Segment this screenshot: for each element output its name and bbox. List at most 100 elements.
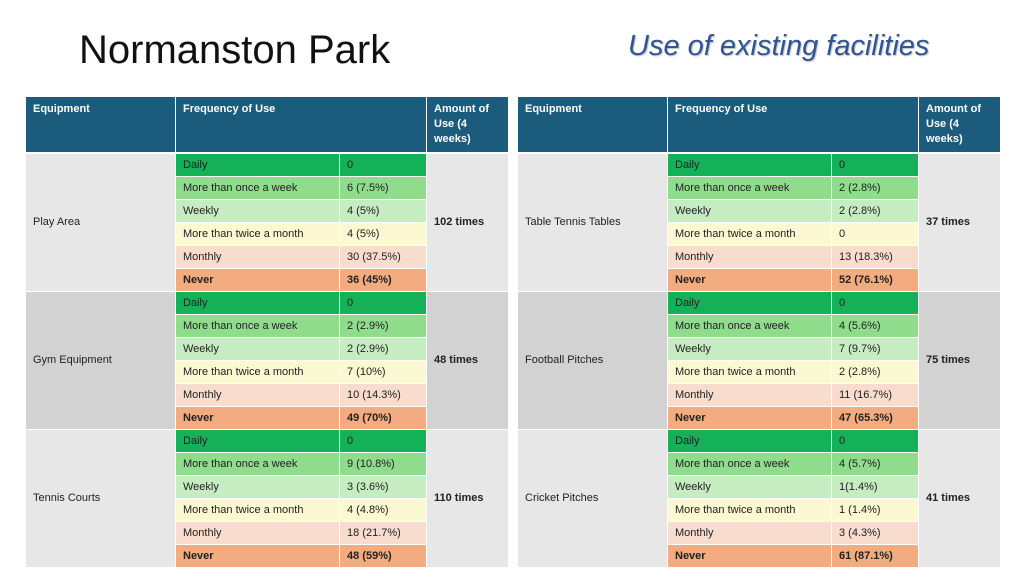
frequency-value: 47 (65.3%) [831, 405, 919, 430]
frequency-label: Daily [667, 428, 832, 453]
frequency-value: 36 (45%) [339, 267, 427, 292]
table-row: More than once a week 2 (2.9%) [26, 313, 509, 338]
frequency-label: More than twice a month [175, 221, 340, 246]
frequency-label: Weekly [175, 336, 340, 361]
frequency-value: 4 (5.6%) [831, 313, 919, 338]
frequency-label: Never [175, 543, 340, 568]
equipment-name: Play Area [25, 152, 176, 292]
table-header-row: Equipment Frequency of Use Amount of Use… [517, 96, 1001, 154]
table-row: Never 49 (70%) [26, 405, 509, 430]
page-title: Normanston Park [79, 28, 391, 72]
frequency-value: 2 (2.9%) [339, 313, 427, 338]
frequency-label: Monthly [175, 382, 340, 407]
table-row: Gym Equipment Daily 0 48 times [25, 290, 509, 430]
frequency-value: 0 [831, 290, 919, 315]
table-row: Never 61 (87.1%) [518, 543, 1001, 568]
frequency-label: More than once a week [175, 451, 340, 476]
frequency-label: Weekly [667, 198, 832, 223]
frequency-label: More than once a week [667, 313, 832, 338]
amount-of-use: 102 times [426, 152, 509, 292]
frequency-label: Never [667, 543, 832, 568]
table-row: Weekly 2 (2.9%) [26, 336, 509, 361]
frequency-value: 7 (9.7%) [831, 336, 919, 361]
frequency-value: 2 (2.8%) [831, 198, 919, 223]
equipment-name: Table Tennis Tables [517, 152, 668, 292]
frequency-label: Weekly [667, 474, 832, 499]
table-row: More than once a week 6 (7.5%) [26, 175, 509, 200]
usage-table-right: Equipment Frequency of Use Amount of Use… [517, 96, 1001, 568]
frequency-label: Never [667, 405, 832, 430]
table-row: Weekly 4 (5%) [26, 198, 509, 223]
frequency-label: Daily [175, 152, 340, 177]
frequency-value: 2 (2.8%) [831, 175, 919, 200]
usage-table-left: Equipment Frequency of Use Amount of Use… [25, 96, 509, 568]
frequency-value: 11 (16.7%) [831, 382, 919, 407]
frequency-value: 7 (10%) [339, 359, 427, 384]
page-subtitle: Use of existing facilities [628, 30, 930, 62]
header-equipment: Equipment [25, 96, 176, 154]
table-row: More than once a week 4 (5.6%) [518, 313, 1001, 338]
header-frequency: Frequency of Use [667, 96, 919, 154]
frequency-label: More than twice a month [667, 221, 832, 246]
frequency-value: 4 (5%) [339, 221, 427, 246]
frequency-value: 0 [339, 152, 427, 177]
frequency-value: 48 (59%) [339, 543, 427, 568]
frequency-value: 30 (37.5%) [339, 244, 427, 269]
frequency-label: Monthly [175, 520, 340, 545]
table-row: Weekly 1(1.4%) [518, 474, 1001, 499]
table-row: Never 48 (59%) [26, 543, 509, 568]
frequency-label: Monthly [667, 244, 832, 269]
frequency-value: 4 (4.8%) [339, 497, 427, 522]
frequency-label: More than twice a month [175, 497, 340, 522]
frequency-value: 4 (5.7%) [831, 451, 919, 476]
frequency-value: 1(1.4%) [831, 474, 919, 499]
frequency-label: Daily [667, 152, 832, 177]
table-row: Never 52 (76.1%) [518, 267, 1001, 292]
table-row: Never 47 (65.3%) [518, 405, 1001, 430]
table-row: Monthly 13 (18.3%) [518, 244, 1001, 269]
table-row: More than twice a month 1 (1.4%) [518, 497, 1001, 522]
frequency-label: Daily [667, 290, 832, 315]
table-row: Monthly 18 (21.7%) [26, 520, 509, 545]
table-row: Weekly 3 (3.6%) [26, 474, 509, 499]
frequency-label: More than twice a month [175, 359, 340, 384]
frequency-value: 0 [831, 221, 919, 246]
frequency-value: 6 (7.5%) [339, 175, 427, 200]
frequency-label: More than twice a month [667, 359, 832, 384]
table-row: Cricket Pitches Daily 0 41 times [517, 428, 1001, 568]
frequency-value: 52 (76.1%) [831, 267, 919, 292]
frequency-value: 18 (21.7%) [339, 520, 427, 545]
equipment-name: Gym Equipment [25, 290, 176, 430]
frequency-value: 0 [339, 428, 427, 453]
frequency-value: 2 (2.9%) [339, 336, 427, 361]
frequency-label: Never [667, 267, 832, 292]
table-row: Football Pitches Daily 0 75 times [517, 290, 1001, 430]
header-amount: Amount of Use (4 weeks) [918, 96, 1001, 154]
frequency-label: More than once a week [175, 313, 340, 338]
table-row: Monthly 30 (37.5%) [26, 244, 509, 269]
frequency-value: 3 (3.6%) [339, 474, 427, 499]
equipment-name: Tennis Courts [25, 428, 176, 568]
equipment-name: Football Pitches [517, 290, 668, 430]
frequency-label: More than once a week [667, 175, 832, 200]
table-header-row: Equipment Frequency of Use Amount of Use… [25, 96, 509, 154]
frequency-label: Weekly [175, 198, 340, 223]
table-row: More than twice a month 7 (10%) [26, 359, 509, 384]
table-row: More than once a week 9 (10.8%) [26, 451, 509, 476]
frequency-value: 4 (5%) [339, 198, 427, 223]
table-row: More than twice a month 0 [518, 221, 1001, 246]
frequency-value: 0 [339, 290, 427, 315]
frequency-value: 3 (4.3%) [831, 520, 919, 545]
table-row: Monthly 11 (16.7%) [518, 382, 1001, 407]
frequency-value: 0 [831, 152, 919, 177]
table-row: Never 36 (45%) [26, 267, 509, 292]
header-amount: Amount of Use (4 weeks) [426, 96, 509, 154]
frequency-label: Monthly [667, 382, 832, 407]
frequency-value: 49 (70%) [339, 405, 427, 430]
frequency-label: More than once a week [175, 175, 340, 200]
frequency-value: 1 (1.4%) [831, 497, 919, 522]
frequency-value: 0 [831, 428, 919, 453]
table-row: More than twice a month 2 (2.8%) [518, 359, 1001, 384]
table-row: Weekly 7 (9.7%) [518, 336, 1001, 361]
frequency-value: 61 (87.1%) [831, 543, 919, 568]
